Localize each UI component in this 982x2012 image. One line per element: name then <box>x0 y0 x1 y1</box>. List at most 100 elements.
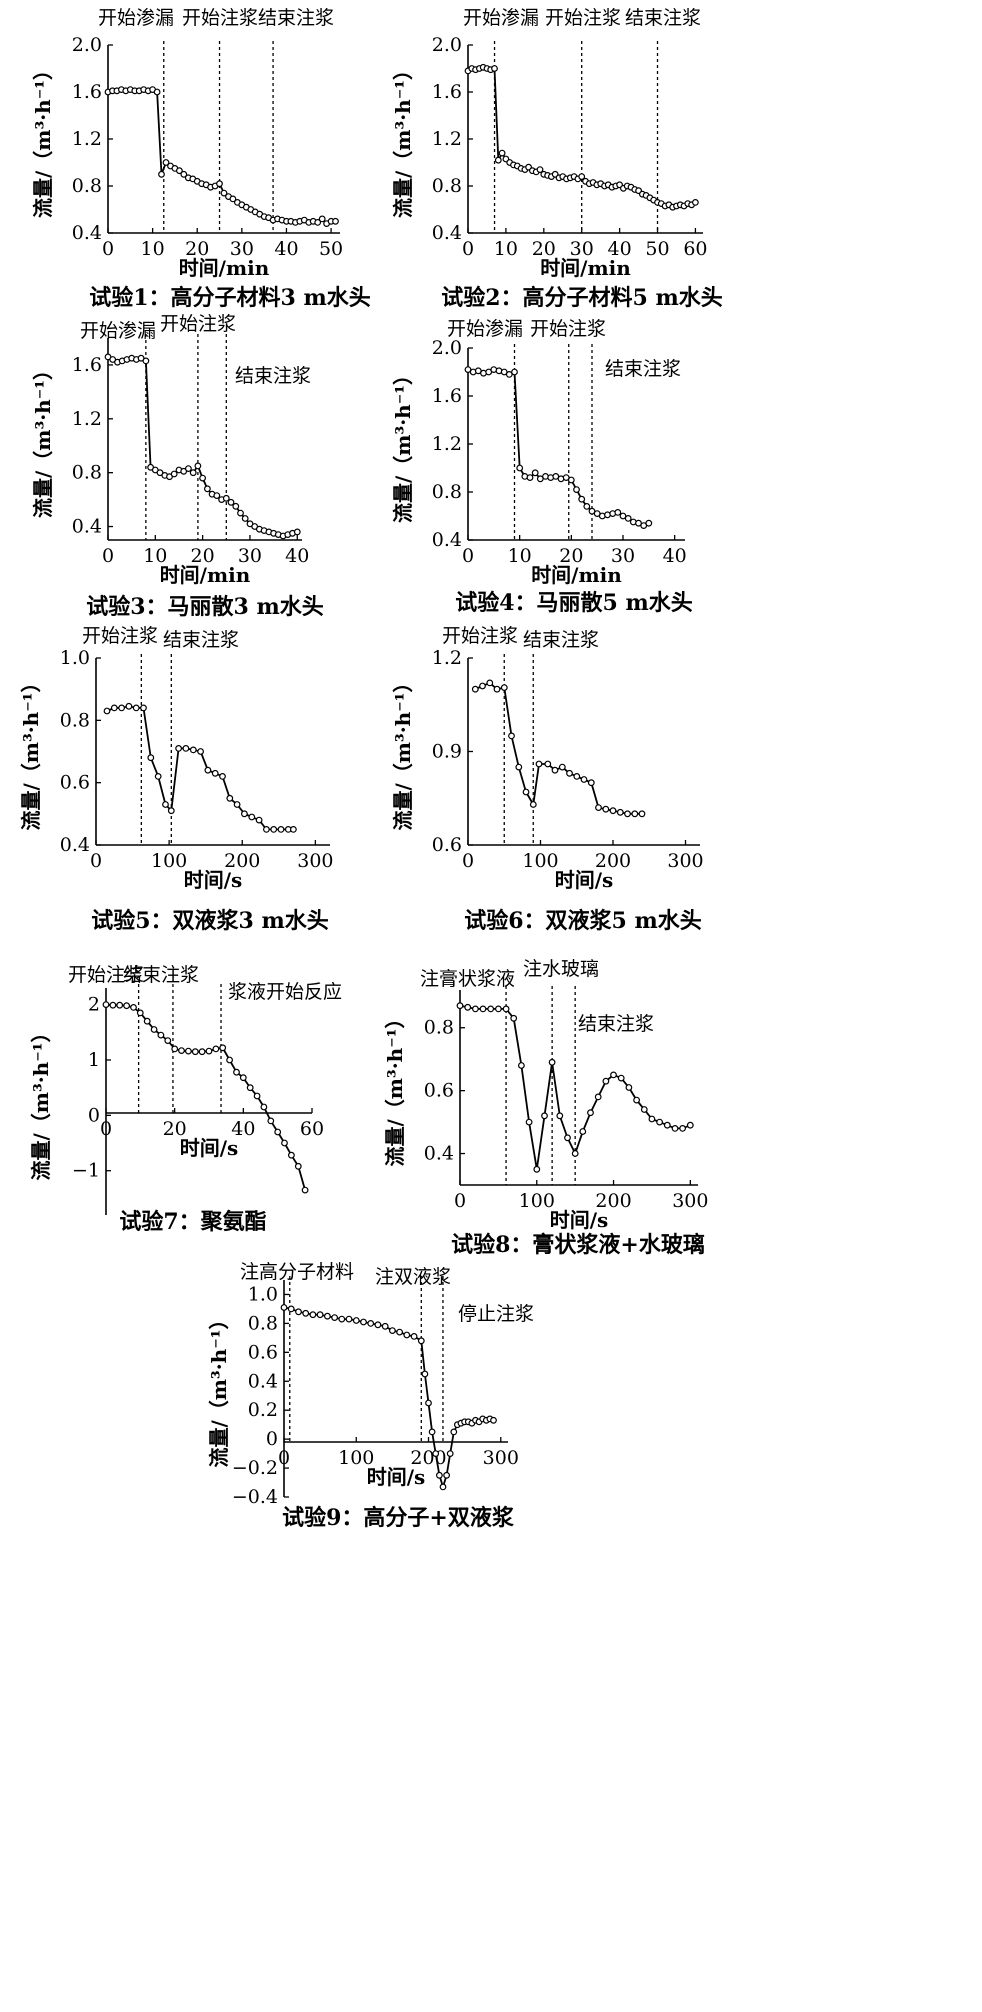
x-tick-label: 100 <box>338 1447 374 1469</box>
x-tick-label: 100 <box>151 850 187 872</box>
data-point <box>486 679 494 687</box>
y-tick-label: 0.6 <box>424 1080 454 1102</box>
x-tick-label: 20 <box>163 1118 187 1140</box>
y-tick-label: 0.6 <box>432 834 462 856</box>
series-line <box>467 368 650 527</box>
data-point <box>219 1044 227 1052</box>
data-point <box>645 519 653 527</box>
chart-exp9: −0.4−0.200.20.40.60.81.00 100 200 300时间/s流量… <box>207 1261 534 1531</box>
data-point <box>510 1014 518 1022</box>
data-point <box>583 503 591 510</box>
chart-caption: 试验6：双液浆5 m水头 <box>464 908 702 934</box>
y-tick-label: 1.0 <box>60 647 90 669</box>
data-point <box>199 474 207 482</box>
data-point <box>162 159 170 166</box>
data-point <box>508 732 515 740</box>
data-point <box>314 218 322 226</box>
event-label: 开始渗漏 <box>98 7 174 29</box>
data-point <box>490 1416 497 1424</box>
data-point <box>246 1084 254 1092</box>
x-tick-label: 0 <box>462 238 474 260</box>
x-axis-label: 时间/s <box>180 1136 239 1160</box>
y-tick-label: 0 <box>88 1104 100 1126</box>
x-tick-label: 40 <box>285 545 309 567</box>
data-point <box>417 1337 425 1345</box>
data-point <box>396 1328 404 1336</box>
data-point <box>125 702 133 710</box>
x-axis-label: 时间/min <box>531 563 622 587</box>
data-point <box>118 704 125 712</box>
data-point <box>154 773 162 780</box>
event-label: 停止注浆 <box>458 1303 534 1325</box>
event-label: 浆液开始反应 <box>228 981 342 1003</box>
y-tick-label: 0.8 <box>72 175 102 197</box>
event-label: 结束注浆 <box>163 629 239 651</box>
y-tick-label: 1.6 <box>432 81 462 103</box>
x-tick-label: 50 <box>319 238 343 260</box>
chart-caption: 试验4：马丽散5 m水头 <box>455 590 693 616</box>
data-point <box>679 1124 686 1132</box>
data-point <box>194 462 202 470</box>
data-point <box>500 684 508 691</box>
x-tick-label: 20 <box>185 238 209 260</box>
data-point <box>594 1093 602 1101</box>
chart-exp3: 0.4 0.8 1.2 1.6 0 10 20 30 40 时间/min 流量/（m³·h⁻¹） 开始… <box>31 313 324 620</box>
y-tick-label: 0.8 <box>424 1017 454 1039</box>
data-point <box>191 1048 199 1056</box>
data-point <box>638 810 646 818</box>
series-line <box>105 1003 306 1191</box>
y-tick-label: 1.2 <box>432 128 462 150</box>
data-point <box>345 1315 353 1323</box>
data-point <box>309 1311 317 1319</box>
x-axis-label: 时间/min <box>160 563 251 587</box>
data-point <box>211 769 219 777</box>
data-point <box>150 1026 158 1033</box>
x-axis-label: 时间/s <box>184 868 243 892</box>
data-point <box>587 1109 594 1117</box>
x-tick-label: 40 <box>608 238 632 260</box>
event-label: 注双液浆 <box>375 1266 451 1288</box>
data-point <box>226 1056 234 1064</box>
data-point <box>294 1162 302 1170</box>
data-point <box>614 509 622 516</box>
data-point <box>624 810 631 818</box>
x-tick-label: 0 <box>90 850 102 872</box>
x-tick-label: 20 <box>532 238 556 260</box>
data-point <box>295 1308 302 1316</box>
x-tick-label: 20 <box>559 545 583 567</box>
data-point <box>281 1139 288 1147</box>
x-tick-label: 40 <box>663 545 687 567</box>
x-tick-label: 0 <box>100 1118 112 1140</box>
data-point <box>338 1315 346 1323</box>
chart-exp2: 0.4 0.8 1.2 1.6 2.0 0 10 20 30 40 50 60 时间/min 流量/（m³… <box>391 7 723 311</box>
x-tick-label: 200 <box>595 850 631 872</box>
event-label: 开始注浆 <box>82 625 158 647</box>
data-point <box>324 1312 331 1320</box>
data-point <box>578 173 586 181</box>
data-point <box>567 476 575 484</box>
data-point <box>573 773 581 780</box>
data-point <box>290 826 297 833</box>
event-label: 结束注浆 <box>258 7 334 29</box>
y-tick-label: 2.0 <box>432 34 462 56</box>
data-point <box>389 1327 396 1334</box>
data-point <box>253 1092 261 1100</box>
event-label: 开始注浆 <box>182 7 258 29</box>
event-label: 开始渗漏 <box>80 320 156 342</box>
data-point <box>197 748 205 755</box>
data-point <box>556 1112 564 1120</box>
y-tick-label: 2.0 <box>432 337 462 359</box>
data-point <box>240 810 248 818</box>
event-label: 结束注浆 <box>123 964 199 986</box>
data-point <box>302 1309 310 1317</box>
x-tick-label: 40 <box>274 238 298 260</box>
data-point <box>587 779 595 787</box>
data-point <box>609 807 617 815</box>
y-tick-label: −1 <box>72 1160 100 1182</box>
data-point <box>494 156 502 164</box>
x-tick-label: 300 <box>667 850 703 872</box>
data-point <box>446 1450 454 1457</box>
data-point <box>204 766 212 774</box>
data-point <box>233 801 241 808</box>
